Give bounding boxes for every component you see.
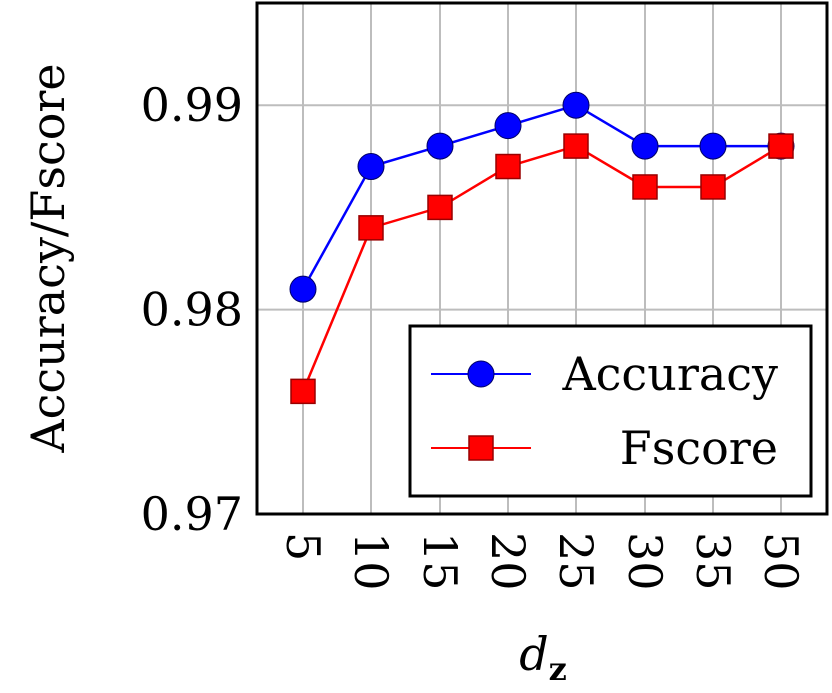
x-tick-label: 35 — [686, 532, 740, 591]
x-tick-label: 5 — [276, 532, 330, 561]
data-point-accuracy — [562, 91, 590, 119]
x-tick-label: 10 — [344, 532, 398, 591]
data-point-fscore — [290, 378, 316, 405]
data-point-accuracy — [631, 132, 659, 160]
data-point-accuracy — [426, 132, 454, 160]
data-point-accuracy — [357, 153, 385, 181]
x-tick-label: 30 — [618, 532, 672, 591]
legend-label-accuracy: Accuracy — [561, 347, 778, 401]
plot-area — [255, 1, 829, 516]
data-point-fscore — [768, 133, 794, 159]
data-point-fscore — [495, 153, 521, 180]
y-tick-labels: 0.97 0.98 0.99 — [141, 78, 243, 541]
data-point-fscore — [563, 133, 589, 159]
legend: Accuracy Fscore — [408, 324, 813, 498]
x-axis-label-main: d — [519, 627, 548, 681]
series-layer — [289, 91, 795, 405]
data-point-fscore — [358, 215, 384, 241]
data-point-accuracy — [289, 275, 317, 303]
x-axis-label: dz — [519, 627, 567, 688]
data-point-accuracy — [699, 132, 727, 160]
x-tick-label: 20 — [481, 532, 535, 591]
y-tick-label: 0.98 — [141, 283, 243, 337]
x-tick-label: 50 — [754, 532, 808, 591]
legend-box — [408, 324, 813, 498]
legend-label-fscore: Fscore — [620, 421, 778, 475]
x-axis-label-sub: z — [549, 650, 567, 688]
y-tick-label: 0.97 — [141, 487, 243, 541]
legend-marker-accuracy — [467, 360, 495, 388]
y-axis-label: Accuracy/Fscore — [21, 63, 75, 453]
legend-marker-fscore — [468, 435, 494, 461]
data-point-fscore — [427, 194, 453, 221]
data-point-fscore — [632, 174, 658, 200]
data-point-accuracy — [494, 112, 522, 140]
data-point-fscore — [700, 174, 726, 200]
x-tick-labels: 5 10 15 20 25 30 35 50 — [276, 532, 808, 591]
x-tick-label: 15 — [413, 532, 467, 591]
y-tick-label: 0.99 — [141, 78, 243, 132]
x-tick-label: 25 — [549, 532, 603, 591]
